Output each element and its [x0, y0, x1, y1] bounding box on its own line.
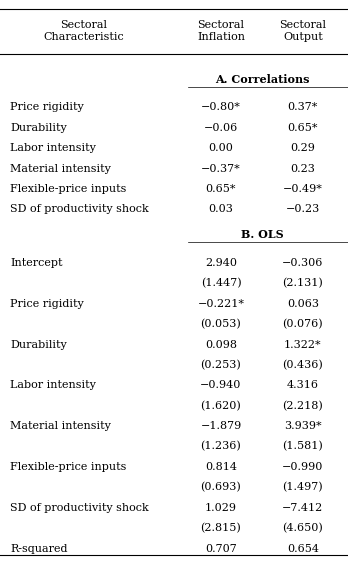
Text: Material intensity: Material intensity: [10, 164, 111, 174]
Text: 0.063: 0.063: [287, 299, 319, 309]
Text: (0.053): (0.053): [200, 319, 242, 329]
Text: Price rigidity: Price rigidity: [10, 299, 84, 309]
Text: 2.940: 2.940: [205, 258, 237, 268]
Text: Flexible-price inputs: Flexible-price inputs: [10, 184, 127, 194]
Text: −0.221*: −0.221*: [197, 299, 245, 309]
Text: −0.37*: −0.37*: [201, 164, 241, 174]
Text: −0.49*: −0.49*: [283, 184, 323, 194]
Text: (1.620): (1.620): [200, 401, 242, 411]
Text: Material intensity: Material intensity: [10, 421, 111, 431]
Text: −0.940: −0.940: [200, 380, 242, 390]
Text: 0.37*: 0.37*: [287, 102, 318, 113]
Text: A. Correlations: A. Correlations: [215, 73, 309, 85]
Text: −0.306: −0.306: [282, 258, 323, 268]
Text: Sectoral
Characteristic: Sectoral Characteristic: [43, 20, 124, 42]
Text: 0.707: 0.707: [205, 543, 237, 554]
Text: 0.814: 0.814: [205, 462, 237, 472]
Text: R-squared: R-squared: [10, 543, 68, 554]
Text: (2.131): (2.131): [282, 278, 323, 288]
Text: 1.322*: 1.322*: [284, 340, 322, 349]
Text: Sectoral
Inflation: Sectoral Inflation: [197, 20, 245, 42]
Text: (4.650): (4.650): [282, 523, 323, 533]
Text: −1.879: −1.879: [200, 421, 242, 431]
Text: 0.23: 0.23: [290, 164, 315, 174]
Text: Labor intensity: Labor intensity: [10, 380, 96, 390]
Text: 4.316: 4.316: [287, 380, 319, 390]
Text: 0.03: 0.03: [208, 204, 234, 215]
Text: −0.23: −0.23: [286, 204, 320, 215]
Text: 3.939*: 3.939*: [284, 421, 322, 431]
Text: −7.412: −7.412: [282, 503, 323, 513]
Text: −0.990: −0.990: [282, 462, 323, 472]
Text: (1.447): (1.447): [201, 278, 241, 288]
Text: (0.253): (0.253): [200, 360, 242, 370]
Text: (1.236): (1.236): [200, 442, 242, 452]
Text: (0.693): (0.693): [200, 482, 242, 493]
Text: (1.497): (1.497): [283, 482, 323, 493]
Text: (1.581): (1.581): [282, 442, 323, 452]
Text: 0.654: 0.654: [287, 543, 319, 554]
Text: 0.00: 0.00: [208, 143, 234, 153]
Text: (0.076): (0.076): [283, 319, 323, 329]
Text: −0.06: −0.06: [204, 123, 238, 133]
Text: 0.65*: 0.65*: [287, 123, 318, 133]
Text: SD of productivity shock: SD of productivity shock: [10, 503, 149, 513]
Text: 0.65*: 0.65*: [206, 184, 236, 194]
Text: 1.029: 1.029: [205, 503, 237, 513]
Text: 0.098: 0.098: [205, 340, 237, 349]
Text: Sectoral
Output: Sectoral Output: [279, 20, 326, 42]
Text: −0.80*: −0.80*: [201, 102, 241, 113]
Text: B. OLS: B. OLS: [240, 229, 283, 240]
Text: (2.815): (2.815): [200, 523, 242, 533]
Text: Labor intensity: Labor intensity: [10, 143, 96, 153]
Text: 0.29: 0.29: [290, 143, 315, 153]
Text: (0.436): (0.436): [282, 360, 323, 370]
Text: Durability: Durability: [10, 340, 67, 349]
Text: Price rigidity: Price rigidity: [10, 102, 84, 113]
Text: (2.218): (2.218): [282, 401, 323, 411]
Text: Durability: Durability: [10, 123, 67, 133]
Text: Flexible-price inputs: Flexible-price inputs: [10, 462, 127, 472]
Text: SD of productivity shock: SD of productivity shock: [10, 204, 149, 215]
Text: Intercept: Intercept: [10, 258, 63, 268]
